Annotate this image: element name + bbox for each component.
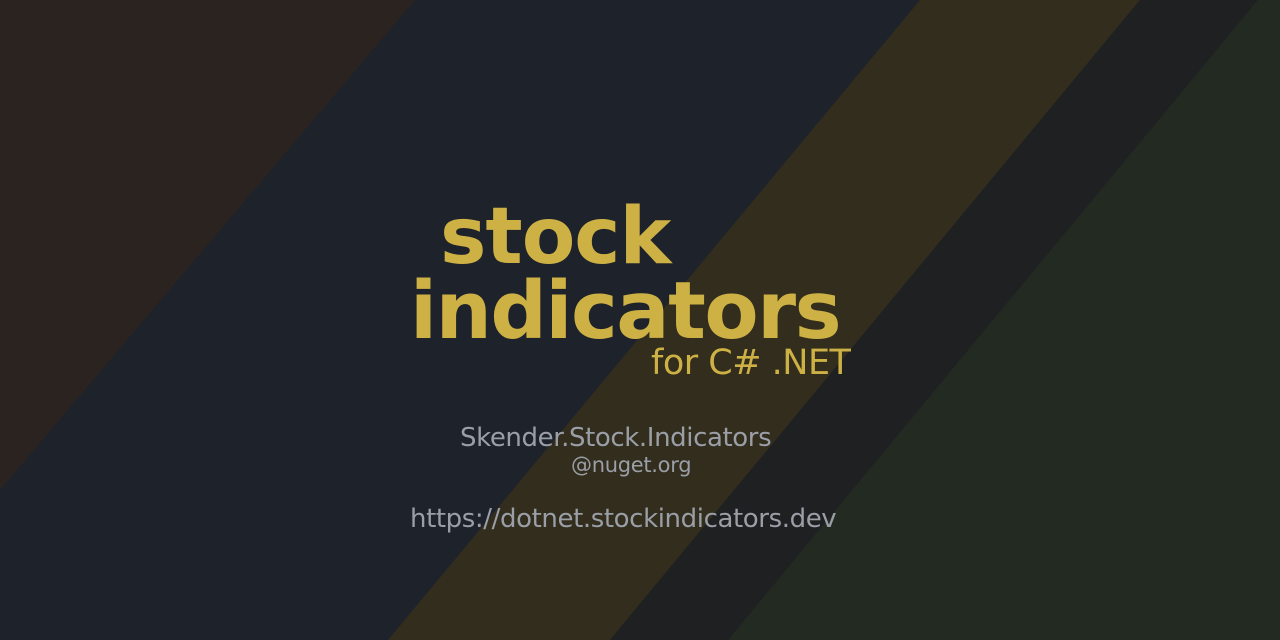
stripe-brown-left bbox=[0, 0, 415, 490]
logo-word-stock: stock bbox=[440, 192, 671, 282]
logo-tagline: for C# .NET bbox=[651, 343, 851, 383]
logo-word-indicators: indicators bbox=[410, 265, 842, 357]
site-url: https://dotnet.stockindicators.dev bbox=[410, 504, 837, 534]
stripe-green-right bbox=[728, 0, 1280, 640]
package-host: @nuget.org bbox=[571, 453, 692, 477]
package-name: Skender.Stock.Indicators bbox=[460, 423, 772, 453]
stripe-olive bbox=[388, 0, 1140, 640]
stripe-dark bbox=[610, 0, 1258, 640]
